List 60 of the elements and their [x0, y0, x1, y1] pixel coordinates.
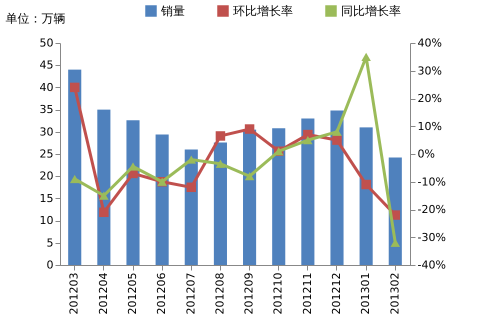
point — [303, 136, 313, 144]
y-tick-label: 25 — [40, 148, 54, 160]
y2-tick-label: 0% — [418, 148, 435, 160]
point — [70, 174, 80, 184]
point — [244, 124, 254, 134]
y2-tick-label: 10% — [418, 120, 442, 133]
y-axis-title: 单位：万辆 — [6, 12, 66, 26]
x-tick-label: 201204 — [96, 272, 110, 314]
x-tick-label: 201211 — [300, 272, 314, 314]
y2-tick-label: -30% — [418, 230, 446, 244]
point — [216, 160, 226, 168]
point — [99, 208, 109, 218]
point — [361, 52, 371, 61]
y-tick-label: 10 — [40, 214, 54, 228]
point — [361, 180, 371, 190]
bar — [156, 134, 169, 265]
x-tick-label: 201301 — [359, 272, 372, 314]
x-tick-label: 201207 — [184, 272, 198, 314]
bar — [68, 70, 82, 265]
y-tick-label: 20 — [40, 170, 54, 183]
legend-label: 环比增长率 — [233, 4, 293, 18]
y2-tick-label: 40% — [418, 36, 442, 50]
y-tick-label: 0 — [46, 258, 54, 272]
bar — [126, 120, 140, 265]
point — [99, 192, 109, 200]
x-tick-label: 201203 — [68, 272, 81, 314]
bar — [243, 130, 256, 265]
bar — [360, 127, 373, 265]
bar — [301, 118, 314, 265]
y2-tick-label: -10% — [418, 175, 446, 188]
y2-tick-label: 30% — [418, 64, 442, 78]
point — [332, 135, 342, 145]
y2-tick-label: -40% — [418, 258, 446, 272]
legend-label: 同比增长率 — [341, 4, 401, 18]
bar — [272, 128, 286, 265]
x-tick-label: 201206 — [155, 272, 168, 314]
y2-tick-label: 20% — [418, 92, 442, 105]
x-tick-label: 201212 — [330, 272, 343, 314]
point — [70, 82, 80, 92]
point — [216, 131, 226, 141]
y-tick-label: 45 — [40, 58, 54, 72]
x-tick-label: 201209 — [242, 272, 256, 314]
y-tick-label: 30 — [40, 125, 54, 138]
point — [332, 128, 342, 136]
point — [244, 172, 254, 180]
x-tick-label: 201302 — [388, 272, 402, 314]
y-tick-label: 5 — [46, 236, 54, 250]
point — [186, 155, 196, 164]
legend-label: 销量 — [160, 4, 185, 18]
point — [186, 182, 196, 192]
y2-tick-label: -20% — [418, 203, 446, 216]
point — [390, 238, 400, 247]
x-tick-label: 201210 — [272, 272, 285, 314]
x-tick-label: 201205 — [126, 272, 139, 314]
y-tick-label: 50 — [40, 36, 54, 50]
bar — [214, 142, 227, 265]
y-tick-label: 35 — [40, 103, 54, 116]
y-tick-label: 15 — [40, 192, 54, 205]
x-tick-label: 201208 — [213, 272, 226, 314]
y-tick-label: 40 — [40, 80, 54, 94]
